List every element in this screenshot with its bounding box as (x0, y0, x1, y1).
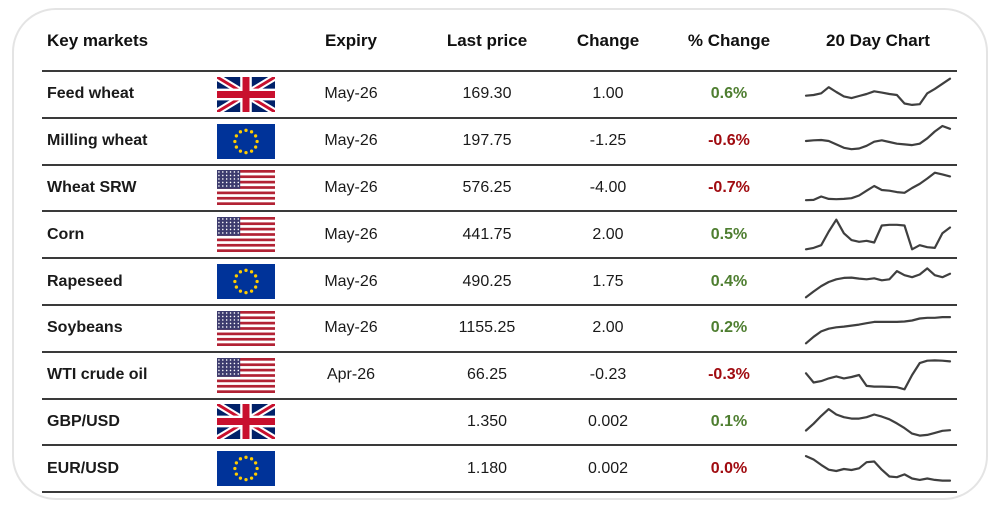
sparkline-cell (799, 262, 957, 302)
column-header-key-markets: Key markets (47, 30, 149, 50)
market-name: Wheat SRW (47, 178, 137, 196)
last-price-value: 441.75 (462, 225, 512, 243)
flag-cell (207, 170, 285, 206)
expiry-value: Apr-26 (326, 366, 376, 384)
last-price-value: 66.25 (466, 366, 508, 384)
flag-cell (207, 264, 285, 300)
change-value: -1.25 (589, 132, 627, 150)
pct-change-value: 0.1% (710, 412, 748, 430)
last-price-value: 1155.25 (458, 319, 516, 337)
pct-change-value: -0.6% (708, 132, 750, 150)
change-value: 2.00 (592, 225, 624, 243)
table-header-row: Key markets Expiry Last price Change % C… (42, 10, 957, 72)
expiry-value: May-26 (324, 225, 378, 243)
table-row: Milling wheat May-26 197.75 -1.25 -0.6% (42, 119, 957, 166)
sparkline-cell (799, 308, 957, 348)
table-row: Feed wheat May-26 169.30 1.00 0.6% (42, 72, 957, 119)
column-header-last-price: Last price (446, 30, 528, 50)
flag-cell (207, 217, 285, 253)
market-name: Soybeans (47, 319, 123, 337)
change-value: 0.002 (587, 412, 629, 430)
change-value: 2.00 (592, 319, 624, 337)
market-name: Feed wheat (47, 85, 135, 103)
column-header-expiry: Expiry (325, 30, 377, 50)
market-name: Rapeseed (47, 272, 123, 290)
market-rows: Feed wheat May-26 169.30 1.00 0.6% Milling wh… (42, 72, 957, 494)
pct-change-value: 0.4% (710, 272, 748, 290)
flag-cell (207, 404, 285, 440)
eu-flag-icon (207, 451, 285, 487)
uk-flag-icon (207, 404, 285, 440)
key-markets-card: Key markets Expiry Last price Change % C… (12, 8, 988, 500)
sparkline-chart-icon (799, 74, 957, 114)
expiry-value: May-26 (324, 132, 378, 150)
sparkline-chart-icon (799, 121, 957, 161)
last-price-value: 197.75 (462, 132, 512, 150)
market-name: Corn (47, 225, 85, 243)
change-value: -0.23 (589, 366, 627, 384)
pct-change-value: 0.0% (710, 459, 748, 477)
eu-flag-icon (207, 123, 285, 159)
market-name: Milling wheat (47, 132, 148, 150)
pct-change-value: 0.6% (710, 85, 748, 103)
change-value: -4.00 (589, 178, 627, 196)
column-header-20-day-chart: 20 Day Chart (826, 30, 930, 50)
sparkline-cell (799, 168, 957, 208)
sparkline-chart-icon (799, 262, 957, 302)
flag-cell (207, 76, 285, 112)
sparkline-chart-icon (799, 215, 957, 255)
sparkline-chart-icon (799, 402, 957, 442)
flag-cell (207, 310, 285, 346)
last-price-value: 1.350 (466, 412, 508, 430)
sparkline-cell (799, 355, 957, 395)
us-flag-icon (207, 310, 285, 346)
sparkline-cell (799, 402, 957, 442)
change-value: 1.75 (592, 272, 624, 290)
expiry-value: May-26 (324, 178, 378, 196)
sparkline-chart-icon (799, 308, 957, 348)
sparkline-cell (799, 449, 957, 489)
pct-change-value: 0.2% (710, 319, 748, 337)
market-name: WTI crude oil (47, 366, 148, 384)
last-price-value: 1.180 (466, 459, 508, 477)
table-row: Corn May-26 441.75 2.00 0.5% (42, 212, 957, 260)
change-value: 1.00 (592, 85, 624, 103)
last-price-value: 490.25 (462, 272, 512, 290)
uk-flag-icon (207, 76, 285, 112)
us-flag-icon (207, 170, 285, 206)
last-price-value: 169.30 (462, 85, 512, 103)
column-header-change: Change (576, 30, 640, 50)
flag-cell (207, 123, 285, 159)
market-name: EUR/USD (47, 459, 120, 477)
sparkline-chart-icon (799, 168, 957, 208)
pct-change-value: 0.5% (710, 225, 748, 243)
sparkline-cell (799, 121, 957, 161)
us-flag-icon (207, 217, 285, 253)
sparkline-chart-icon (799, 449, 957, 489)
us-flag-icon (207, 357, 285, 393)
change-value: 0.002 (587, 459, 629, 477)
key-markets-table: Key markets Expiry Last price Change % C… (42, 10, 957, 494)
expiry-value: May-26 (324, 272, 378, 290)
eu-flag-icon (207, 264, 285, 300)
market-name: GBP/USD (47, 412, 120, 430)
table-row: GBP/USD 1.350 0.002 0.1% (42, 400, 957, 447)
flag-cell (207, 357, 285, 393)
sparkline-chart-icon (799, 355, 957, 395)
table-row: WTI crude oil Apr-26 66.25 -0.23 -0.3% (42, 353, 957, 400)
expiry-value: May-26 (324, 85, 378, 103)
column-header-pct-change: % Change (687, 30, 771, 50)
pct-change-value: -0.3% (708, 366, 750, 384)
table-row: Rapeseed May-26 490.25 1.75 0.4% (42, 259, 957, 306)
table-row: EUR/USD 1.180 0.002 0.0% (42, 446, 957, 494)
pct-change-value: -0.7% (708, 178, 750, 196)
table-row: Wheat SRW May-26 576.25 -4.00 -0.7% (42, 166, 957, 213)
flag-cell (207, 451, 285, 487)
table-row: Soybeans May-26 1155.25 2.00 0.2% (42, 306, 957, 353)
expiry-value: May-26 (324, 319, 378, 337)
sparkline-cell (799, 215, 957, 255)
last-price-value: 576.25 (462, 178, 512, 196)
sparkline-cell (799, 74, 957, 114)
